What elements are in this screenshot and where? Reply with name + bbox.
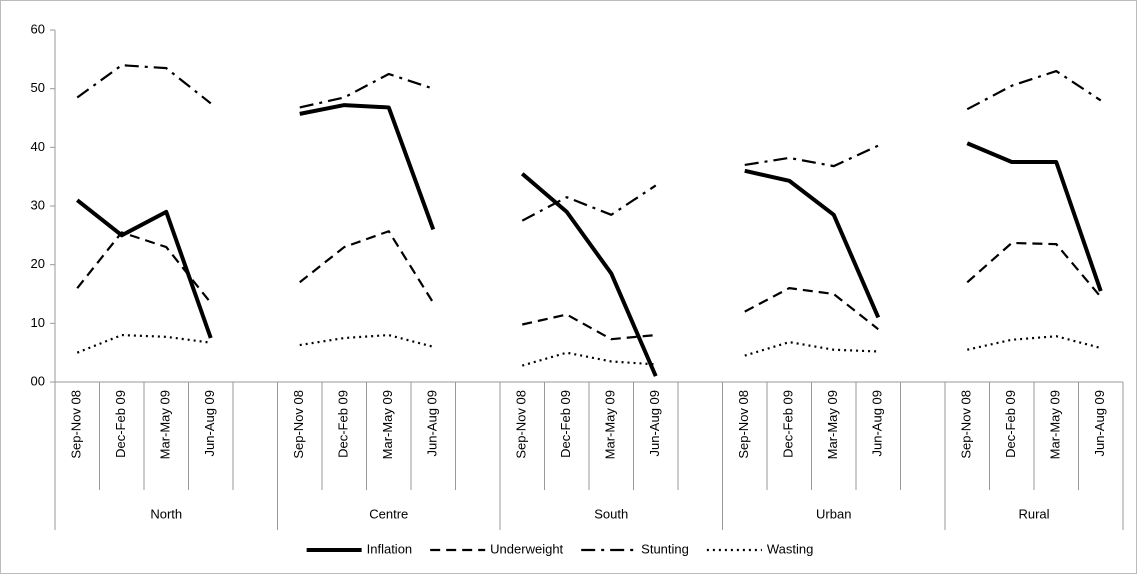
y-tick-label: 00 [31, 373, 45, 388]
y-tick-label: 40 [31, 139, 45, 154]
x-tick-label: Sep-Nov 08 [514, 390, 529, 459]
legend-label: Wasting [767, 541, 813, 556]
y-tick-label: 10 [31, 315, 45, 330]
x-tick-label: Mar-May 09 [1048, 390, 1063, 459]
group-label: South [594, 506, 628, 521]
x-tick-label: Sep-Nov 08 [959, 390, 974, 459]
x-tick-label: Dec-Feb 09 [558, 390, 573, 458]
legend-label: Stunting [641, 541, 689, 556]
x-tick-label: Mar-May 09 [825, 390, 840, 459]
group-label: Rural [1018, 506, 1049, 521]
y-tick-label: 60 [31, 21, 45, 36]
x-tick-label: Jun-Aug 09 [647, 390, 662, 457]
legend-label: Underweight [490, 541, 563, 556]
x-tick-label: Jun-Aug 09 [425, 390, 440, 457]
x-tick-label: Sep-Nov 08 [69, 390, 84, 459]
x-tick-label: Jun-Aug 09 [870, 390, 885, 457]
y-tick-label: 30 [31, 197, 45, 212]
group-label: Centre [369, 506, 408, 521]
x-tick-label: Sep-Nov 08 [736, 390, 751, 459]
group-label: North [150, 506, 182, 521]
x-tick-label: Mar-May 09 [158, 390, 173, 459]
x-tick-label: Sep-Nov 08 [291, 390, 306, 459]
series-line [76, 333, 1102, 367]
group-label: Urban [816, 506, 851, 521]
series-line [76, 230, 1102, 341]
x-tick-label: Dec-Feb 09 [781, 390, 796, 458]
y-tick-label: 20 [31, 256, 45, 271]
x-tick-label: Jun-Aug 09 [202, 390, 217, 457]
y-tick-label: 50 [31, 80, 45, 95]
x-tick-label: Dec-Feb 09 [1003, 390, 1018, 458]
x-tick-label: Jun-Aug 09 [1092, 390, 1107, 457]
series-line [76, 64, 1102, 222]
x-tick-label: Dec-Feb 09 [113, 390, 128, 458]
x-tick-label: Dec-Feb 09 [336, 390, 351, 458]
legend-label: Inflation [367, 541, 413, 556]
series-line [76, 103, 1103, 377]
x-tick-label: Mar-May 09 [380, 390, 395, 459]
x-tick-label: Mar-May 09 [603, 390, 618, 459]
